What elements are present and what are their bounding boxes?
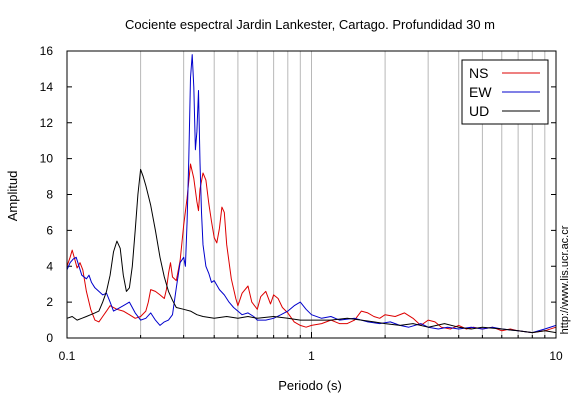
legend-label-ud: UD [469,103,489,119]
legend-label-ew: EW [469,84,492,100]
y-tick-label: 10 [40,152,54,166]
y-tick-label: 14 [40,80,54,94]
grid [140,51,546,338]
y-tick-label: 8 [46,188,53,202]
series-lines [66,54,557,334]
legend-label-ns: NS [469,65,488,81]
y-tick-label: 6 [46,223,53,237]
axis-ticks: 0.1 1 10 0 2 4 6 8 10 12 14 16 [40,44,563,363]
x-tick-label: 1 [308,349,315,363]
y-tick-label: 16 [40,44,54,58]
series-line-ud [66,168,557,334]
y-tick-label: 12 [40,116,54,130]
x-axis-label: Periodo (s) [278,378,342,393]
x-tick-label: 0.1 [59,349,76,363]
y-tick-label: 4 [46,259,53,273]
y-tick-label: 2 [46,295,53,309]
legend: NS EW UD [461,59,549,125]
y-tick-label: 0 [46,331,53,345]
y-axis-label: Amplitud [5,171,20,222]
series-line-ns [66,163,557,334]
side-note-url: http://www.lis.ucr.ac.cr [559,225,571,334]
chart-title: Cociente espectral Jardin Lankester, Car… [125,17,495,32]
x-tick-label: 10 [549,349,563,363]
plot-frame [66,50,557,339]
